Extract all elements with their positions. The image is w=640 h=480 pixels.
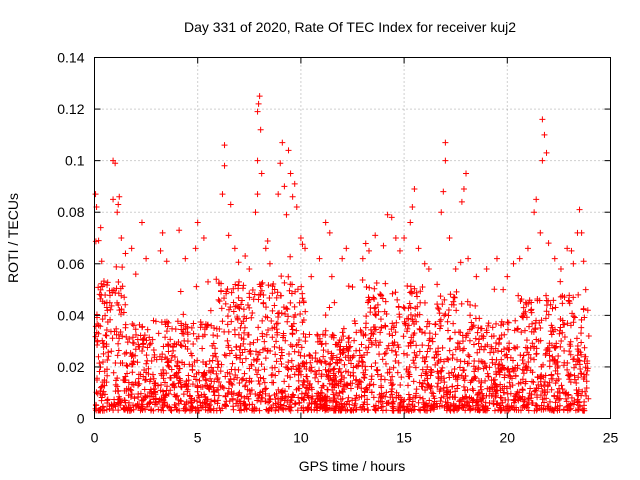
x-tick-label: 0	[91, 430, 99, 446]
x-tick-label: 25	[603, 430, 619, 446]
grid	[94, 57, 611, 419]
scatter-cloud	[92, 237, 592, 414]
scatter-peaks	[92, 93, 591, 314]
axis-ticks: 0 0.02 0.04 0.06 0.08 0.1 0.12 0.14 0 5 10 15 20 25	[57, 50, 618, 446]
x-tick-label: 20	[500, 430, 516, 446]
y-tick-label: 0.04	[57, 307, 84, 323]
y-tick-label: 0	[77, 411, 85, 427]
x-tick-label: 5	[194, 430, 202, 446]
x-tick-label: 15	[396, 430, 412, 446]
y-axis-label: ROTI / TECUs	[5, 193, 21, 283]
chart-title: Day 331 of 2020, Rate Of TEC Index for r…	[184, 19, 516, 35]
y-tick-label: 0.08	[57, 204, 84, 220]
y-tick-label: 0.12	[57, 101, 84, 117]
plot-frame	[94, 57, 611, 419]
x-tick-label: 10	[293, 430, 309, 446]
data-points	[92, 93, 592, 414]
y-tick-label: 0.1	[65, 153, 85, 169]
y-tick-label: 0.02	[57, 359, 84, 375]
y-tick-label: 0.14	[57, 50, 84, 66]
y-tick-label: 0.06	[57, 256, 84, 272]
x-axis-label: GPS time / hours	[299, 458, 406, 474]
